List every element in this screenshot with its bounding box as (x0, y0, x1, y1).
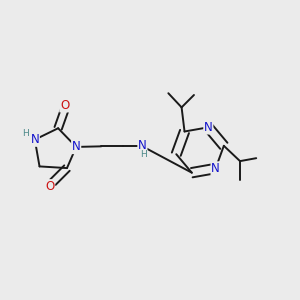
Text: N: N (211, 162, 220, 175)
Text: N: N (138, 139, 147, 152)
Text: H: H (22, 129, 29, 138)
Text: N: N (72, 140, 80, 153)
Text: O: O (45, 180, 55, 193)
Text: N: N (30, 133, 39, 146)
Text: H: H (140, 150, 146, 159)
Text: O: O (60, 99, 69, 112)
Text: N: N (204, 121, 213, 134)
